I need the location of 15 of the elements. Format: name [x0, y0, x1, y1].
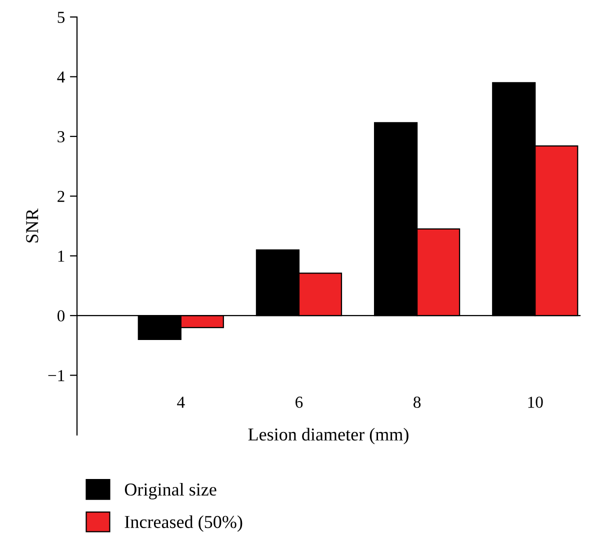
x-tick-label: 6 — [296, 396, 303, 408]
x-tick-label: 8 — [414, 396, 421, 408]
y-tick-label: 1 — [58, 250, 64, 262]
legend-label: Increased (50%) — [124, 515, 242, 532]
y-tick-label: −1 — [48, 370, 64, 382]
x-tick-label: 10 — [528, 396, 543, 408]
legend-label: Original size — [124, 482, 216, 500]
x-tick-label: 4 — [177, 396, 185, 408]
x-axis-title: Lesion diameter (mm) — [248, 428, 408, 444]
y-tick-label: 4 — [57, 72, 65, 82]
y-tick-label: 0 — [57, 310, 65, 322]
y-tick-label: 2 — [58, 190, 64, 202]
y-tick-label: 3 — [58, 131, 65, 142]
y-tick-label: 5 — [58, 12, 65, 23]
y-axis-title: SNR — [26, 208, 38, 242]
